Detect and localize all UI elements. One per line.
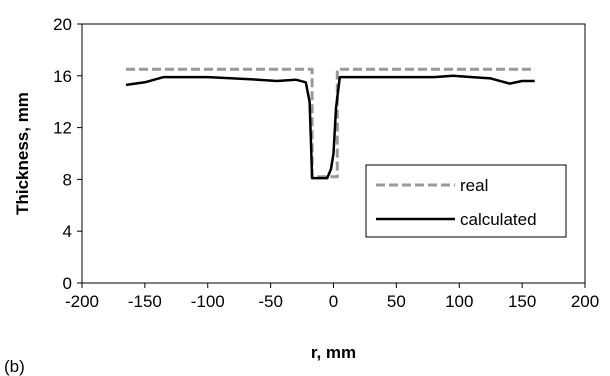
legend: real calculated [365,164,567,238]
series-line-real [126,67,535,179]
x-tick-label: 0 [329,292,338,311]
x-tick-label: 100 [445,292,473,311]
y-tick-label: 16 [53,67,72,86]
y-tick-label: 12 [53,119,72,138]
y-tick-label: 20 [53,15,72,34]
x-tick-label: -50 [258,292,283,311]
y-tick-label: 0 [63,274,72,293]
x-tick-label: -200 [65,292,99,311]
series-layer [125,67,535,180]
panel-label: (b) [4,357,25,376]
ticks-layer: -200 -150 -100 -50 0 50 100 150 200 0 4 8 12 16 20 [53,15,599,311]
x-tick-label: -100 [191,292,225,311]
x-axis-title: r, mm [311,343,356,362]
y-tick-label: 8 [63,170,72,189]
series-line-calculated [125,74,535,180]
y-tick-label: 4 [63,222,72,241]
x-tick-label: 200 [571,292,599,311]
legend-box [365,164,567,238]
x-tick-label: -150 [128,292,162,311]
legend-label-calculated: calculated [460,210,537,229]
legend-label-real: real [460,176,488,195]
x-tick-label: 50 [387,292,406,311]
y-axis-title: Thickness, mm [13,92,32,215]
x-tick-label: 150 [508,292,536,311]
